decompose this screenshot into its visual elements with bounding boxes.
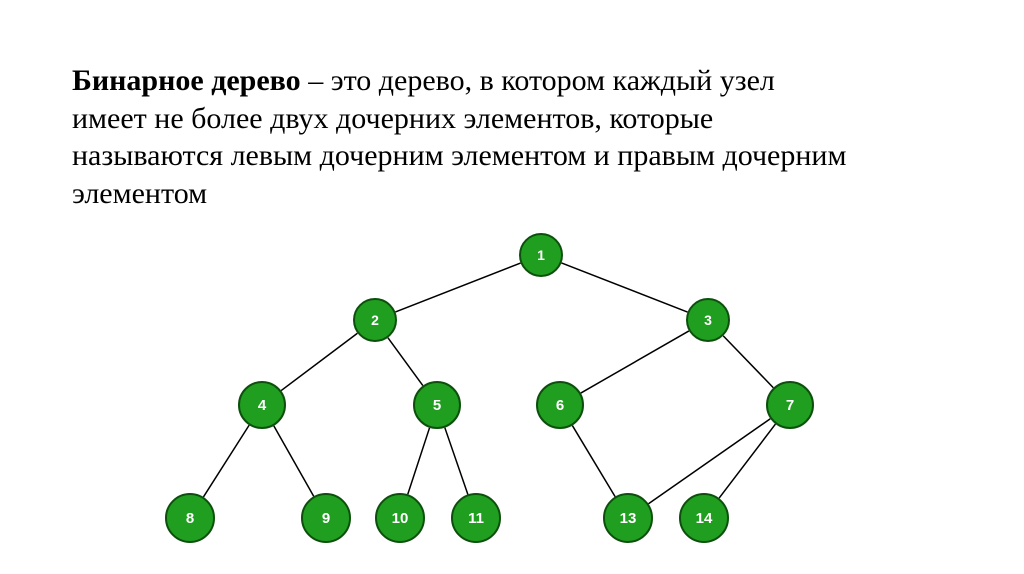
tree-edge	[572, 426, 615, 497]
tree-node: 13	[603, 493, 653, 543]
tree-node: 4	[238, 381, 286, 429]
tree-edge	[445, 428, 468, 495]
tree-node: 10	[375, 493, 425, 543]
tree-node: 11	[451, 493, 501, 543]
tree-edge	[203, 425, 249, 497]
binary-tree-diagram: 1 2 3 4 5 6 7 8 9 10 11 13 14	[0, 0, 1024, 574]
tree-node: 8	[165, 493, 215, 543]
tree-edge	[581, 331, 689, 393]
tree-node: 3	[686, 298, 730, 342]
tree-node: 14	[679, 493, 729, 543]
tree-node: 6	[536, 381, 584, 429]
tree-node: 7	[766, 381, 814, 429]
tree-edge	[274, 426, 314, 496]
tree-node: 9	[301, 493, 351, 543]
tree-edges-svg	[0, 0, 1024, 574]
tree-node: 5	[413, 381, 461, 429]
slide-page: Бинарное дерево – это дерево, в котором …	[0, 0, 1024, 574]
tree-edge	[408, 428, 430, 494]
tree-edge	[395, 263, 520, 312]
tree-node: 2	[353, 298, 397, 342]
tree-edge	[281, 333, 357, 390]
tree-edge	[388, 338, 423, 386]
tree-edge	[562, 263, 688, 312]
tree-node: 1	[519, 233, 563, 277]
tree-edge	[723, 336, 773, 388]
tree-edge	[649, 419, 771, 504]
